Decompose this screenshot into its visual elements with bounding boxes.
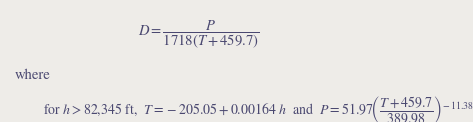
Text: $D = \dfrac{P}{1718(T+459.7)}$: $D = \dfrac{P}{1718(T+459.7)}$ <box>138 18 259 50</box>
Text: where: where <box>14 69 50 82</box>
Text: for $h > 82{,}345$ ft,  $T = -205.05 + 0.00164$ $h$  and  $P = 51.97\!\left(\dfr: for $h > 82{,}345$ ft, $T = -205.05 + 0.… <box>43 94 473 122</box>
